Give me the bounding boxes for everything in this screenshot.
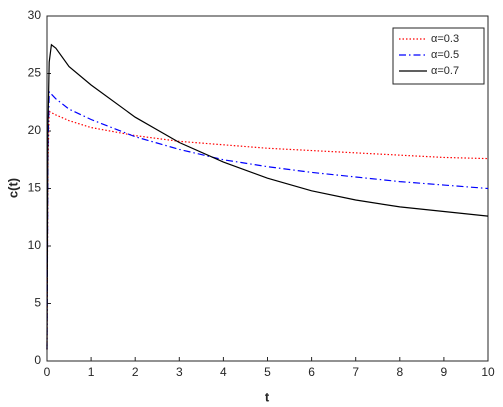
y-axis-label: c(t) xyxy=(5,178,20,198)
y-tick-label: 30 xyxy=(28,8,42,22)
x-tick-label: 4 xyxy=(220,365,227,379)
legend-label: α=0.3 xyxy=(431,33,459,45)
y-tick-label: 5 xyxy=(34,296,41,310)
legend-label: α=0.7 xyxy=(431,65,459,77)
y-tick-label: 20 xyxy=(28,123,42,137)
x-tick-label: 7 xyxy=(352,365,359,379)
x-tick-label: 8 xyxy=(396,365,403,379)
y-tick-label: 10 xyxy=(28,238,42,252)
x-tick-label: 2 xyxy=(132,365,139,379)
y-tick-label: 25 xyxy=(28,66,42,80)
series-line xyxy=(46,110,489,350)
x-tick-label: 9 xyxy=(441,365,448,379)
series-line xyxy=(46,43,489,350)
y-tick-label: 15 xyxy=(28,181,42,195)
x-tick-label: 5 xyxy=(264,365,271,379)
x-axis-label: t xyxy=(265,389,270,404)
x-tick-label: 6 xyxy=(308,365,315,379)
x-tick-label: 10 xyxy=(481,365,495,379)
legend-box xyxy=(392,27,485,85)
series-line xyxy=(46,90,489,350)
legend-label: α=0.5 xyxy=(431,49,459,61)
x-tick-label: 0 xyxy=(44,365,51,379)
y-tick-label: 0 xyxy=(34,353,41,367)
x-tick-label: 1 xyxy=(88,365,95,379)
x-tick-label: 3 xyxy=(176,365,183,379)
